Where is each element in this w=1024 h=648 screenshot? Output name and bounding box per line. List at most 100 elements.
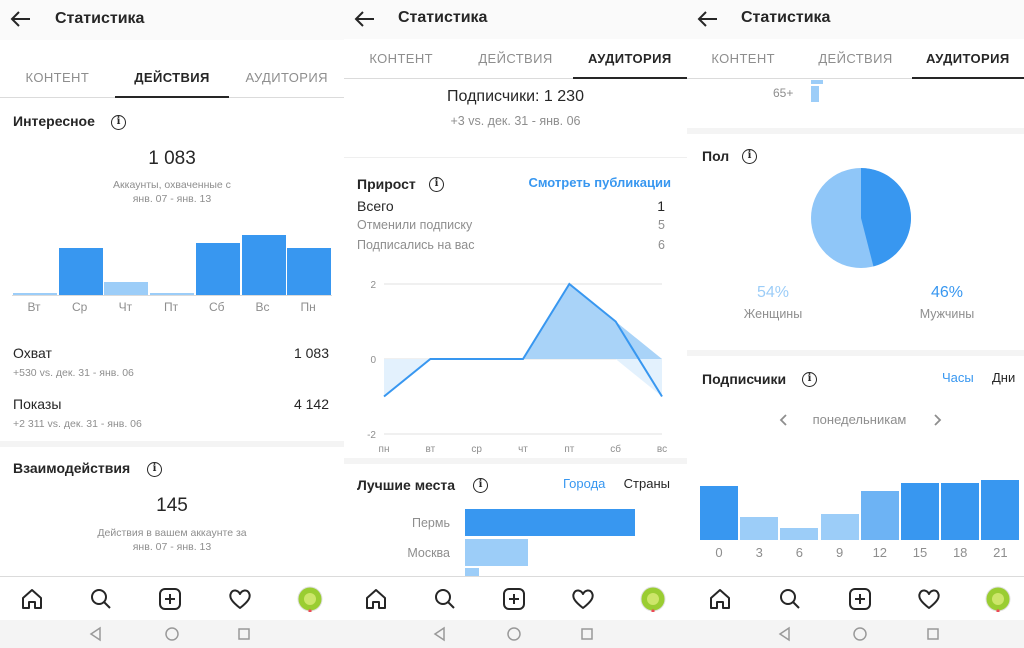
- hours-link[interactable]: Часы: [942, 370, 974, 385]
- search-icon[interactable]: [432, 586, 458, 612]
- info-icon[interactable]: i: [742, 149, 757, 164]
- men-slice: [861, 168, 911, 267]
- heart-icon[interactable]: [916, 586, 942, 612]
- system-recents-icon[interactable]: [925, 626, 941, 642]
- back-arrow-icon[interactable]: [8, 6, 34, 32]
- chart-bar: [150, 292, 195, 295]
- men-label: Мужчины: [919, 307, 975, 321]
- impressions-delta: +2 311 vs. дек. 31 - янв. 06: [13, 418, 142, 430]
- add-post-icon[interactable]: [157, 586, 183, 612]
- x-tick-label: 0: [715, 545, 723, 560]
- followed-label: Подписались на вас: [357, 238, 475, 252]
- x-tick-label: Ср: [72, 300, 88, 314]
- x-tick-label: вт: [425, 444, 435, 455]
- y-tick-label: -2: [367, 430, 376, 441]
- tab-audience[interactable]: АУДИТОРИЯ: [572, 39, 687, 79]
- system-home-icon[interactable]: [852, 626, 868, 642]
- system-home-icon[interactable]: [506, 626, 522, 642]
- search-icon[interactable]: [88, 586, 114, 612]
- women-percent: 54%: [756, 284, 790, 301]
- chart-bar: [981, 480, 1020, 540]
- x-tick-label: вс: [657, 444, 667, 455]
- chart-bar: [287, 247, 332, 295]
- tab-content[interactable]: КОНТЕНТ: [711, 51, 775, 66]
- countries-link[interactable]: Страны: [623, 476, 670, 491]
- add-post-icon[interactable]: [847, 586, 873, 612]
- back-arrow-icon[interactable]: [352, 6, 378, 32]
- search-icon[interactable]: [777, 586, 803, 612]
- add-post-icon[interactable]: [501, 586, 527, 612]
- tab-bar: КОНТЕНТ ДЕЙСТВИЯ АУДИТОРИЯ: [0, 58, 344, 98]
- age-bar: [811, 86, 819, 102]
- chart-bar: [700, 486, 738, 540]
- followers-delta: +3 vs. дек. 31 - янв. 06: [450, 114, 581, 128]
- system-nav-bar: [344, 620, 687, 648]
- profile-avatar-icon[interactable]: [297, 586, 323, 612]
- profile-avatar-icon[interactable]: [985, 586, 1011, 612]
- top-bar: Статистика: [687, 0, 1024, 40]
- system-back-icon[interactable]: [432, 626, 448, 642]
- tab-actions[interactable]: ДЕЙСТВИЯ: [818, 51, 893, 66]
- system-recents-icon[interactable]: [579, 626, 595, 642]
- tab-content[interactable]: КОНТЕНТ: [25, 70, 90, 85]
- home-icon[interactable]: [707, 586, 733, 612]
- chart-bar: [941, 483, 980, 540]
- x-tick-label: пн: [379, 444, 390, 455]
- days-link[interactable]: Дни: [992, 370, 1016, 385]
- x-tick-label: 6: [795, 545, 803, 560]
- section-divider: [344, 458, 687, 464]
- x-tick-label: сб: [610, 443, 621, 455]
- info-icon[interactable]: i: [147, 462, 162, 477]
- x-tick-label: 9: [835, 545, 844, 560]
- day-selector[interactable]: понедельникам: [812, 412, 907, 427]
- tab-audience[interactable]: АУДИТОРИЯ: [245, 70, 328, 85]
- bottom-nav: [0, 576, 344, 620]
- screen-audience-growth: Статистика КОНТЕНТ ДЕЙСТВИЯ АУДИТОРИЯ По…: [344, 0, 687, 648]
- chart-bar: [740, 517, 779, 540]
- tab-actions[interactable]: ДЕЙСТВИЯ: [478, 51, 553, 66]
- tab-audience[interactable]: АУДИТОРИЯ: [911, 39, 1024, 79]
- chart-bar: [820, 513, 859, 540]
- reach-label: Охват: [13, 345, 52, 361]
- view-posts-link[interactable]: Смотреть публикации: [528, 175, 671, 190]
- followers-total: Подписчики: 1 230: [447, 88, 584, 105]
- place-bar: [465, 509, 635, 536]
- system-back-icon[interactable]: [88, 626, 104, 642]
- interactions-period: янв. 07 - янв. 13: [132, 541, 212, 553]
- system-recents-icon[interactable]: [236, 626, 252, 642]
- interesting-period: янв. 07 - янв. 13: [132, 193, 212, 205]
- x-tick-label: Вс: [255, 300, 270, 314]
- screen-audience-gender: Статистика КОНТЕНТ ДЕЙСТВИЯ АУДИТОРИЯ 6 5…: [687, 0, 1024, 648]
- info-icon[interactable]: i: [111, 115, 126, 130]
- negative-area: [384, 359, 662, 397]
- home-icon[interactable]: [19, 586, 45, 612]
- cities-link[interactable]: Города: [563, 476, 606, 491]
- interesting-caption: Аккаунты, охваченные с: [113, 179, 231, 191]
- growth-total-label: Всего: [357, 198, 394, 214]
- tab-content[interactable]: КОНТЕНТ: [369, 51, 433, 66]
- back-arrow-icon[interactable]: [695, 6, 721, 32]
- chart-bar: [860, 491, 899, 540]
- reach-total: 1 083: [148, 148, 196, 169]
- profile-avatar-icon[interactable]: [640, 586, 666, 612]
- system-home-icon[interactable]: [164, 626, 180, 642]
- x-tick-label: ср: [471, 444, 482, 455]
- x-tick-label: пт: [564, 444, 574, 455]
- impressions-value: 4 142: [293, 396, 329, 412]
- heart-icon[interactable]: [227, 586, 253, 612]
- interactions-caption: Действия в вашем аккаунте за: [97, 527, 247, 539]
- system-back-icon[interactable]: [777, 626, 793, 642]
- chevron-left-icon[interactable]: [778, 412, 790, 428]
- growth-total-value: 1: [657, 198, 665, 214]
- place-name: Москва: [407, 545, 450, 560]
- chevron-right-icon[interactable]: [931, 412, 943, 428]
- tab-actions[interactable]: ДЕЙСТВИЯ: [114, 58, 230, 98]
- growth-title: Прирост: [357, 176, 416, 192]
- info-icon[interactable]: i: [429, 177, 444, 192]
- heart-icon[interactable]: [570, 586, 596, 612]
- info-icon[interactable]: i: [473, 478, 488, 493]
- home-icon[interactable]: [363, 586, 389, 612]
- interactions-total: 145: [156, 495, 188, 516]
- info-icon[interactable]: i: [802, 372, 817, 387]
- tab-bar: КОНТЕНТ ДЕЙСТВИЯ АУДИТОРИЯ: [344, 39, 687, 79]
